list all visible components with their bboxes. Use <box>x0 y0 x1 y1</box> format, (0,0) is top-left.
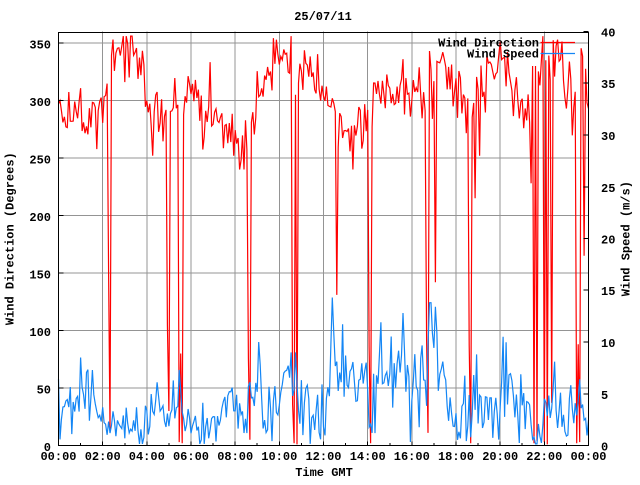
svg-text:00:00: 00:00 <box>570 450 606 464</box>
svg-text:50: 50 <box>37 384 51 398</box>
svg-text:08:00: 08:00 <box>217 450 253 464</box>
svg-text:22:00: 22:00 <box>526 450 562 464</box>
svg-text:40: 40 <box>601 27 615 41</box>
svg-text:20: 20 <box>601 234 615 248</box>
svg-text:04:00: 04:00 <box>129 450 165 464</box>
svg-text:10: 10 <box>601 337 615 351</box>
svg-text:00:00: 00:00 <box>40 450 76 464</box>
svg-text:250: 250 <box>29 154 51 168</box>
svg-text:Wind Direction (Degrees): Wind Direction (Degrees) <box>4 152 18 325</box>
svg-text:18:00: 18:00 <box>438 450 474 464</box>
svg-text:350: 350 <box>29 39 51 53</box>
svg-text:35: 35 <box>601 78 615 92</box>
svg-text:10:00: 10:00 <box>261 450 297 464</box>
svg-text:0: 0 <box>601 441 608 455</box>
svg-text:14:00: 14:00 <box>350 450 386 464</box>
svg-text:06:00: 06:00 <box>173 450 209 464</box>
svg-text:20:00: 20:00 <box>482 450 518 464</box>
svg-text:150: 150 <box>29 269 51 283</box>
svg-text:30: 30 <box>601 130 615 144</box>
svg-text:5: 5 <box>601 389 608 403</box>
svg-text:Wind Speed: Wind Speed <box>467 48 539 62</box>
svg-text:0: 0 <box>44 441 51 455</box>
svg-text:200: 200 <box>29 211 51 225</box>
svg-text:15: 15 <box>601 285 615 299</box>
svg-text:02:00: 02:00 <box>85 450 121 464</box>
svg-text:12:00: 12:00 <box>305 450 341 464</box>
svg-text:Wind Direction: Wind Direction <box>438 37 539 51</box>
svg-text:300: 300 <box>29 96 51 110</box>
svg-text:25/07/11: 25/07/11 <box>294 10 352 24</box>
svg-text:25: 25 <box>601 182 615 196</box>
svg-text:Time GMT: Time GMT <box>295 466 353 480</box>
svg-text:16:00: 16:00 <box>394 450 430 464</box>
svg-text:100: 100 <box>29 326 51 340</box>
svg-text:Wind Speed (m/s): Wind Speed (m/s) <box>620 181 634 296</box>
